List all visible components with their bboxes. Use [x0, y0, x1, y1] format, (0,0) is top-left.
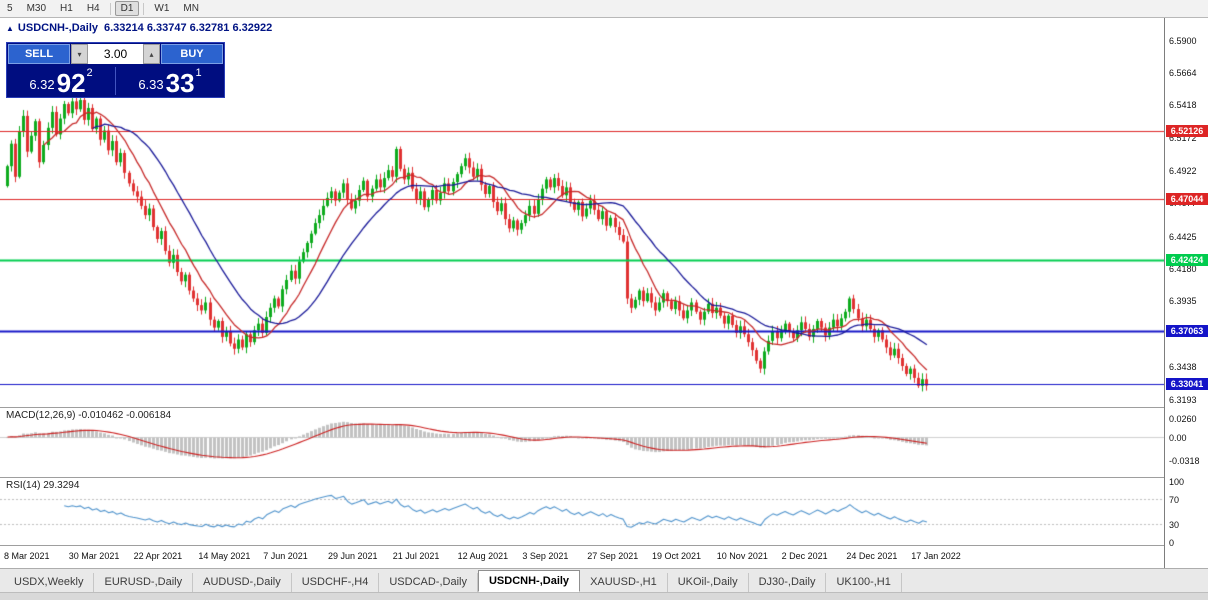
- sell-price-display: 6.32 92 2: [7, 65, 115, 97]
- buy-price-big: 33: [165, 67, 195, 98]
- rsi-label: RSI(14) 29.3294: [6, 480, 80, 491]
- chart-tab-usdcnh-daily[interactable]: USDCNH-,Daily: [477, 570, 581, 592]
- panel-separator: [0, 545, 1208, 546]
- sell-button[interactable]: SELL: [8, 44, 70, 64]
- price-axis: 6.59006.56646.54186.51726.49226.46776.44…: [1164, 18, 1208, 568]
- timeframe-button-h1[interactable]: H1: [60, 3, 73, 14]
- chart-ohlc-values: 6.33214 6.33747 6.32781 6.32922: [104, 22, 273, 34]
- chart-title: ▲ USDCNH-,Daily 6.33214 6.33747 6.32781 6.…: [6, 22, 272, 34]
- timeframe-button-m30[interactable]: M30: [26, 3, 47, 14]
- date-axis-label: 2 Dec 2021: [781, 551, 828, 561]
- date-axis-label: 17 Jan 2022: [911, 551, 961, 561]
- date-axis-label: 24 Dec 2021: [846, 551, 898, 561]
- sell-price-big: 92: [56, 67, 86, 98]
- price-axis-label: 6.3193: [1169, 394, 1197, 405]
- toolbar-separator: [143, 2, 145, 15]
- chart-tab-ukoil-daily[interactable]: UKOil-,Daily: [668, 573, 749, 592]
- chart-tab-usdcad-daily[interactable]: USDCAD-,Daily: [379, 573, 478, 592]
- date-axis-label: 19 Oct 2021: [652, 551, 702, 561]
- price-axis-label: 6.4425: [1169, 231, 1197, 242]
- date-axis-label: 29 Jun 2021: [328, 551, 378, 561]
- sell-price-small: 6.32: [29, 77, 55, 92]
- status-strip: [0, 592, 1208, 600]
- timeframe-button-d1[interactable]: D1: [114, 1, 140, 16]
- date-axis-label: 14 May 2021: [198, 551, 251, 561]
- price-axis-label: 6.5172: [1169, 132, 1197, 143]
- one-click-toggle-icon[interactable]: ▲: [6, 24, 14, 33]
- timeframe-button-5[interactable]: 5: [7, 3, 13, 14]
- date-axis-label: 22 Apr 2021: [133, 551, 183, 561]
- buy-price-display: 6.33 33 1: [116, 65, 224, 97]
- macd-axis-label: 0.00: [1169, 433, 1187, 444]
- macd-axis-label: -0.0318: [1169, 456, 1200, 467]
- chart-symbol-title: USDCNH-,Daily: [17, 22, 98, 34]
- volume-increase-button[interactable]: ▴: [143, 44, 160, 64]
- rsi-axis-label: 0: [1169, 537, 1175, 548]
- chart-tab-dj30-daily[interactable]: DJ30-,Daily: [749, 573, 827, 592]
- rsi-axis-label: 100: [1169, 477, 1185, 488]
- date-axis-label: 30 Mar 2021: [68, 551, 120, 561]
- chart-tab-uk100-h1[interactable]: UK100-,H1: [826, 573, 902, 592]
- toolbar-separator: [109, 2, 111, 15]
- chart-tab-usdx-weekly[interactable]: USDX,Weekly: [4, 573, 95, 592]
- timeframe-button-h4[interactable]: H4: [86, 3, 100, 14]
- macd-label: MACD(12,26,9) -0.010462 -0.006184: [6, 410, 172, 421]
- price-axis-label: 6.5900: [1169, 36, 1197, 47]
- volume-input[interactable]: [88, 44, 143, 64]
- panel-separator: [0, 407, 1208, 408]
- price-axis-label: 6.5664: [1169, 67, 1197, 78]
- rsi-axis-label: 70: [1169, 495, 1180, 506]
- sell-price-sup: 2: [86, 67, 93, 79]
- panel-separator: [0, 477, 1208, 478]
- buy-price-small: 6.33: [138, 77, 164, 92]
- macd-panel-canvas[interactable]: [0, 408, 1164, 477]
- timeframe-button-w1[interactable]: W1: [154, 3, 170, 14]
- date-axis-label: 12 Aug 2021: [457, 551, 509, 561]
- buy-button[interactable]: BUY: [161, 44, 223, 64]
- volume-decrease-button[interactable]: ▾: [71, 44, 88, 64]
- date-axis-label: 27 Sep 2021: [587, 551, 639, 561]
- chart-tab-xauusd-h1[interactable]: XAUUSD-,H1: [580, 573, 668, 592]
- date-axis-label: 21 Jul 2021: [392, 551, 440, 561]
- price-level-badge: 6.33041: [1166, 377, 1208, 390]
- date-axis-label: 8 Mar 2021: [4, 551, 50, 561]
- price-level-badge: 6.52126: [1166, 125, 1208, 138]
- price-level-badge: 6.37063: [1166, 324, 1208, 337]
- date-axis-label: 10 Nov 2021: [716, 551, 768, 561]
- price-level-badge: 6.47044: [1166, 192, 1208, 205]
- chart-tab-usdchf-h4[interactable]: USDCHF-,H4: [292, 573, 380, 592]
- chart-tabs-bar: USDX,Weekly EURUSD-,Daily AUDUSD-,Daily USD…: [0, 568, 1208, 592]
- price-axis-label: 6.3438: [1169, 362, 1197, 373]
- timeframe-toolbar: 5 M30 H1 H4 D1 W1 MN: [0, 0, 1208, 18]
- time-axis: 8 Mar 2021 30 Mar 2021 22 Apr 2021 14 May 2…: [0, 546, 1164, 568]
- price-axis-label: 6.5418: [1169, 100, 1197, 111]
- rsi-axis-label: 30: [1169, 519, 1180, 530]
- rsi-panel-canvas[interactable]: [0, 478, 1164, 545]
- timeframe-button-mn[interactable]: MN: [183, 3, 199, 14]
- price-axis-label: 6.4180: [1169, 264, 1197, 275]
- price-axis-label: 6.3935: [1169, 296, 1197, 307]
- date-axis-label: 7 Jun 2021: [263, 551, 308, 561]
- chart-tab-audusd-daily[interactable]: AUDUSD-,Daily: [193, 573, 292, 592]
- chart-tab-eurusd-daily[interactable]: EURUSD-,Daily: [94, 573, 194, 592]
- price-axis-label: 6.4922: [1169, 165, 1197, 176]
- price-divider: [115, 67, 116, 95]
- buy-price-sup: 1: [195, 67, 202, 79]
- price-level-badge: 6.42424: [1166, 253, 1208, 266]
- date-axis-label: 3 Sep 2021: [522, 551, 569, 561]
- macd-axis-label: 0.0260: [1169, 414, 1197, 425]
